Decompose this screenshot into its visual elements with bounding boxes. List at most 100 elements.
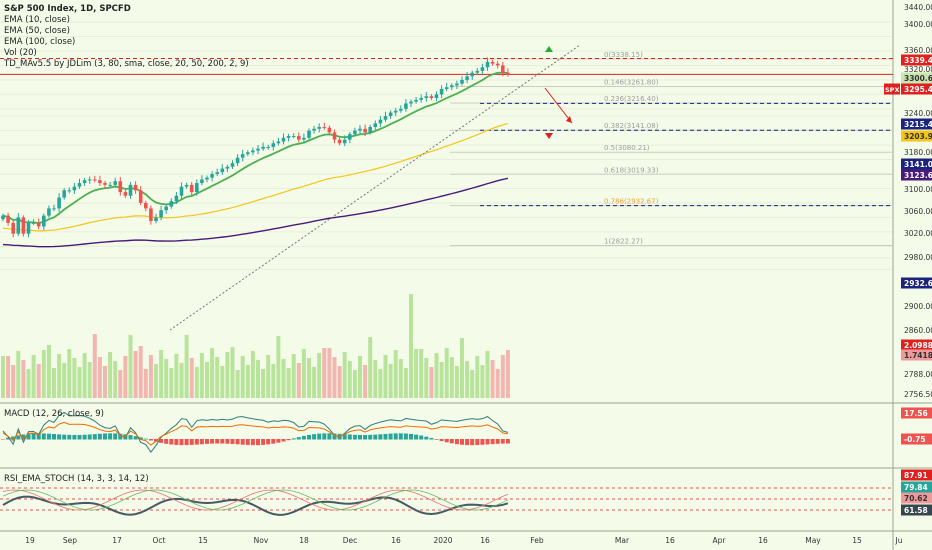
macd-hist-bar: [82, 434, 87, 440]
candle-body: [434, 94, 439, 99]
candle-body: [251, 150, 255, 153]
price-badge-label: 3123.62: [904, 171, 932, 180]
candle-body: [419, 98, 423, 100]
volume-bar: [103, 366, 107, 398]
price-tick-label: 2860.00: [904, 326, 932, 335]
volume-bar: [164, 359, 169, 398]
macd-hist-bar: [113, 433, 118, 440]
candle-body: [240, 154, 245, 158]
volume-bar: [358, 356, 362, 398]
time-tick-label: Dec: [343, 536, 358, 545]
volume-bar: [465, 361, 470, 398]
candle-body: [286, 136, 291, 138]
volume-bar: [409, 294, 413, 398]
macd-hist-bar: [21, 434, 26, 440]
candle-body: [82, 180, 87, 184]
volume-bar: [460, 338, 464, 398]
price-tick-label: 2980.00: [904, 253, 932, 262]
macd-hist-bar: [199, 439, 204, 445]
candle-body: [271, 143, 276, 147]
macd-hist-bar: [419, 435, 424, 440]
symbol-badge-label: SPX: [885, 86, 899, 94]
macd-hist-bar: [67, 434, 72, 440]
volume-bar: [337, 366, 342, 398]
candle-body: [307, 130, 311, 138]
macd-hist-bar: [317, 433, 322, 440]
price-tick-label: 3060.00: [904, 207, 932, 216]
candle-body: [225, 166, 230, 169]
volume-bar: [46, 345, 51, 398]
macd-hist-bar: [169, 439, 174, 445]
candle-body: [159, 210, 163, 218]
price-badge-label: -0.75: [904, 435, 926, 444]
macd-hist-bar: [424, 436, 429, 440]
macd-hist-bar: [368, 434, 373, 440]
candle-body: [195, 183, 199, 193]
candle-body: [98, 180, 102, 184]
macd-panel: [1, 411, 510, 453]
macd-hist-bar: [429, 437, 434, 440]
time-tick-label: Mar: [615, 536, 630, 545]
volume-bar: [342, 352, 347, 398]
time-tick-label: May: [805, 536, 821, 545]
price-badge: [901, 72, 932, 84]
volume-bar: [174, 354, 179, 398]
price-badge-label: 1.7418: [904, 351, 932, 360]
volume-bar: [1, 356, 5, 398]
rsi-panel: [0, 487, 893, 516]
up-arrow: [545, 46, 553, 52]
volume-bar: [128, 335, 133, 398]
candle-body: [281, 137, 286, 142]
candle-body: [21, 217, 26, 234]
candle-body: [276, 141, 281, 144]
candle-body: [480, 67, 485, 71]
price-badge: [901, 130, 932, 142]
volume-bar: [393, 350, 398, 398]
time-tick-label: 16: [480, 536, 490, 545]
macd-hist-bar: [1, 439, 5, 440]
macd-hist-bar: [434, 439, 439, 440]
indicator-td: TD_MAv5.5 by JDLim (3, 80, sma, close, 2…: [4, 59, 249, 69]
macd-hist-bar: [332, 433, 337, 440]
candle-body: [184, 184, 189, 187]
candle-body: [261, 146, 265, 149]
volume-bar: [301, 349, 306, 398]
volume-bar: [490, 360, 495, 398]
time-tick-label: Nov: [254, 536, 269, 545]
candle-body: [302, 137, 306, 140]
macd-hist-bar: [72, 434, 77, 440]
candle-body: [460, 79, 464, 84]
volume-bar: [439, 362, 444, 398]
macd-hist-bar: [307, 434, 311, 440]
candle-body: [77, 183, 82, 187]
candle-body: [62, 190, 66, 198]
candle-body: [133, 184, 138, 191]
volume-bar: [52, 368, 56, 398]
candle-body: [358, 128, 362, 131]
volume-bar: [235, 370, 240, 398]
fib-label: 0.5(3080.21): [604, 144, 650, 152]
ema100-line: [2, 177, 509, 248]
volume-bar: [291, 354, 296, 398]
rsi-legend: RSI_EMA_STOCH (14, 3, 3, 14, 12): [4, 474, 149, 484]
chart-title: S&P 500 Index, 1D, SPCFD: [4, 4, 131, 14]
macd-hist-bar: [465, 439, 470, 446]
volume-bar: [449, 357, 454, 398]
volume-bar: [199, 353, 204, 398]
candle-body: [36, 222, 41, 227]
volume-bar: [77, 367, 82, 398]
candle-body: [399, 108, 403, 111]
macd-hist-bar: [11, 436, 16, 440]
volume-bar: [276, 336, 281, 398]
macd-hist-bar: [261, 439, 266, 445]
macd-hist-bar: [495, 439, 500, 444]
volume-bar: [388, 364, 393, 398]
volume-bar: [500, 355, 505, 398]
price-badge: [901, 339, 932, 351]
macd-hist-bar: [454, 439, 459, 445]
candle-body: [189, 184, 194, 193]
macd-line: [2, 411, 509, 453]
macd-hist-bar: [184, 439, 189, 446]
volume-bar: [398, 359, 403, 398]
